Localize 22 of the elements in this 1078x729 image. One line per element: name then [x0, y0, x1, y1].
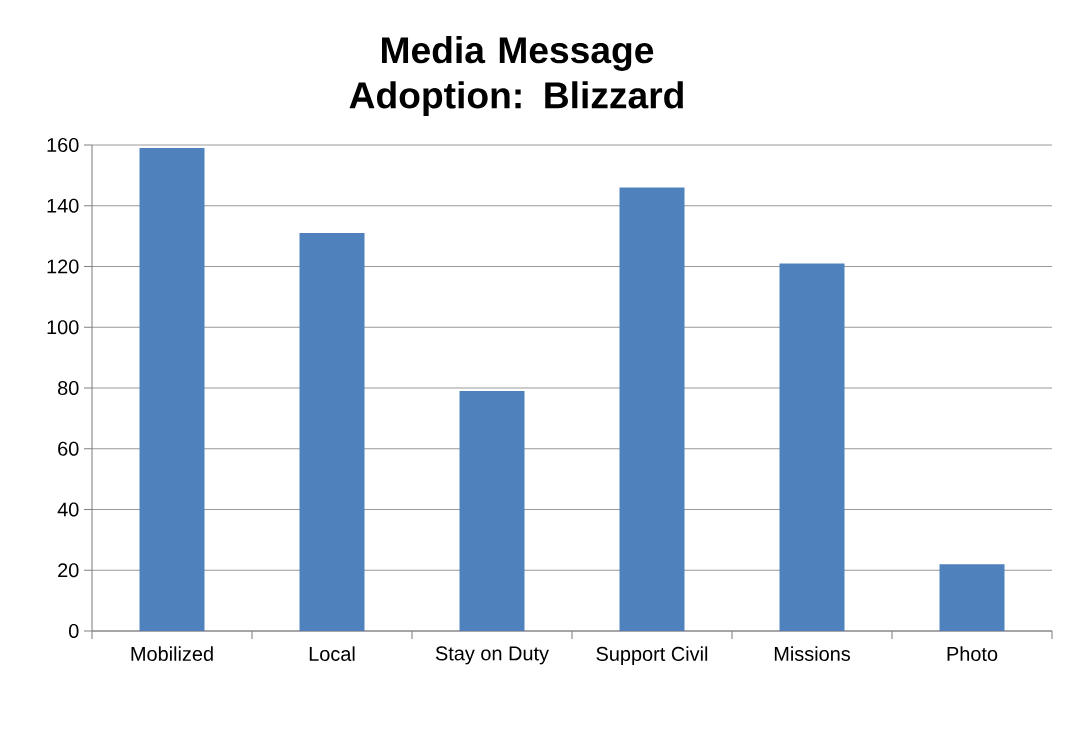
y-tick-label: 100	[47, 320, 79, 335]
x-tick-label: Stay on Duty	[435, 646, 549, 665]
bar	[139, 148, 205, 631]
x-tick-label: Support Civil	[596, 646, 708, 665]
x-tick-label: Photo	[947, 646, 998, 661]
bar	[619, 187, 685, 631]
y-tick-label: 140	[47, 198, 79, 213]
y-tick-label: 120	[47, 259, 79, 274]
y-tick-label: 60	[58, 441, 79, 456]
y-tick-label: 20	[58, 563, 79, 578]
bar	[779, 263, 845, 631]
y-tick-label: 160	[47, 137, 79, 153]
y-tick-label: 40	[57, 502, 79, 517]
x-tick-label: Missions	[774, 646, 851, 661]
bar	[939, 564, 1005, 631]
x-tick-label: Local	[309, 646, 355, 661]
x-tick-label: Mobilized	[131, 646, 213, 661]
chart-title: Media Message Adoption: Blizzard	[349, 36, 683, 116]
bar	[299, 233, 365, 631]
bar	[459, 391, 525, 631]
y-tick-label: 0	[69, 623, 79, 639]
y-tick-label: 80	[58, 380, 79, 396]
